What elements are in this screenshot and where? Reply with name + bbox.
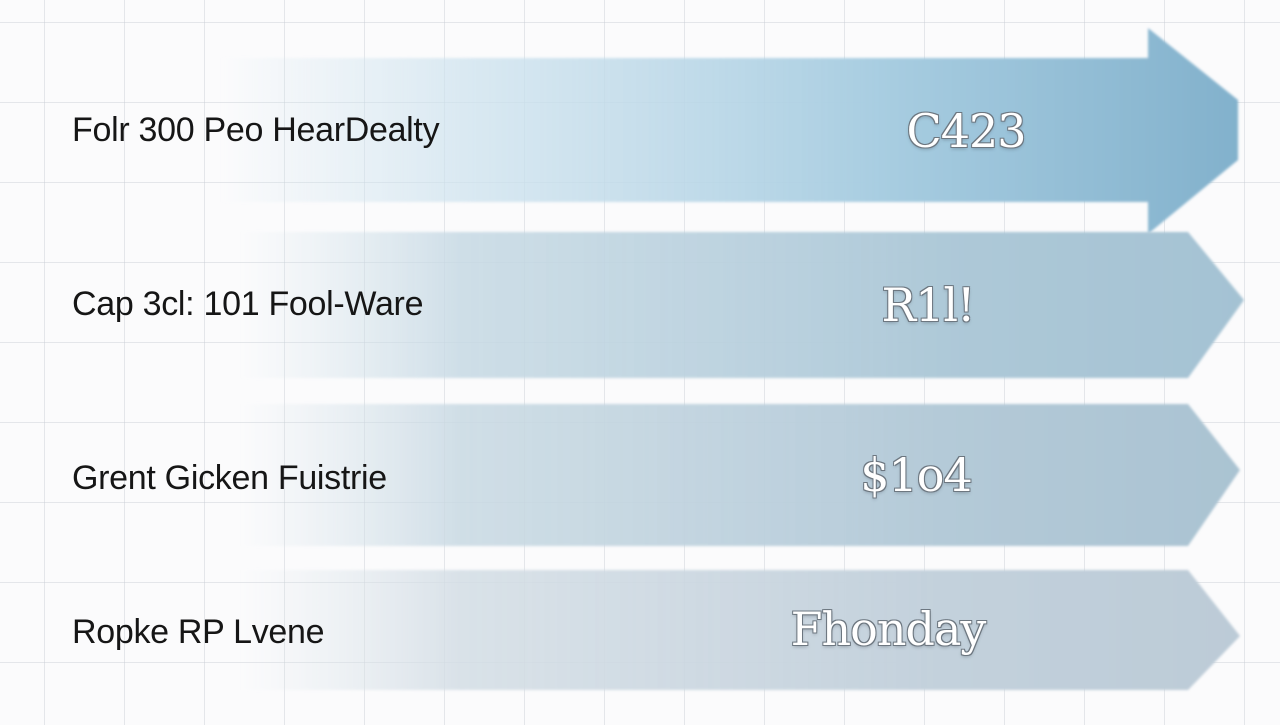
- row-label-4: Ropke RP Lvene: [72, 613, 325, 651]
- row-value-1: C423: [906, 104, 1027, 158]
- row-value-3: $1o4: [860, 448, 972, 502]
- row-value-2: R1l!: [881, 278, 975, 332]
- row-value-4: Fhonday: [790, 602, 987, 656]
- row-label-1: Folr 300 Peo HearDealty: [72, 111, 440, 149]
- arrow-band-3: [240, 404, 1240, 546]
- arrow-band-4: [240, 570, 1240, 690]
- arrow-band-1: [220, 28, 1238, 234]
- row-label-3: Grent Gicken Fuistrie: [72, 459, 387, 497]
- arrow-band-2: [240, 232, 1244, 378]
- row-label-2: Cap 3cl: 101 Fool-Ware: [72, 285, 424, 323]
